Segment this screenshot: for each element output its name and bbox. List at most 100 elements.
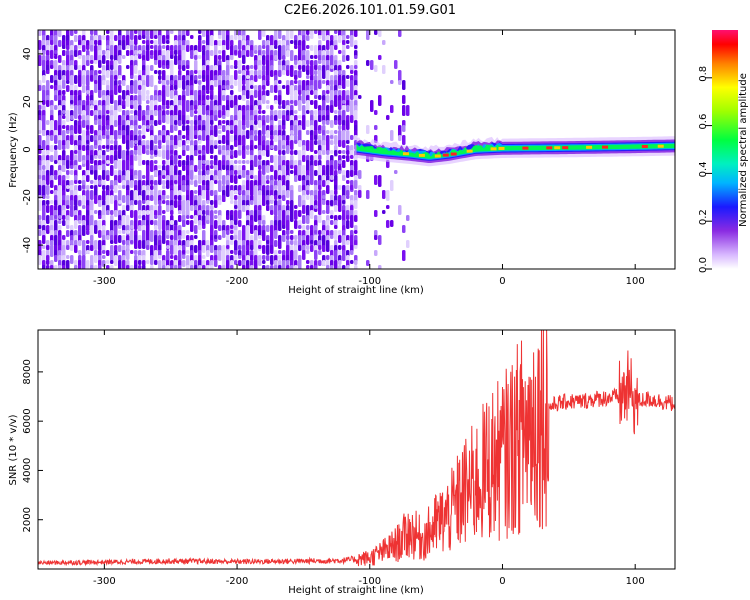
y-tick-label: 40 bbox=[22, 48, 33, 61]
spectrogram-cell bbox=[170, 220, 174, 225]
spectrogram-cell bbox=[302, 65, 306, 72]
spectrogram-cell bbox=[138, 95, 142, 105]
colorbar-label: Normalized spectral amplitude bbox=[738, 73, 749, 227]
spectrogram-cell bbox=[142, 240, 146, 249]
spectrogram-cell bbox=[270, 165, 274, 172]
spectrogram-cell bbox=[254, 130, 258, 135]
spectrogram-cell bbox=[50, 265, 54, 269]
spectrogram-cell bbox=[138, 185, 142, 190]
spectrogram-cell bbox=[158, 200, 162, 205]
spectrogram-cell bbox=[42, 250, 46, 261]
spectrogram-cell bbox=[198, 175, 202, 184]
spectrogram-cell bbox=[58, 265, 62, 269]
spectrogram-cell bbox=[62, 80, 66, 89]
spectrogram-cell bbox=[154, 215, 158, 219]
spectrogram-cell bbox=[110, 140, 114, 144]
spectrogram-cell bbox=[282, 235, 286, 242]
spectrogram-cell bbox=[262, 260, 266, 264]
spectrogram-cell bbox=[118, 100, 122, 106]
spectrogram-cell bbox=[38, 30, 42, 36]
spectrogram-cell bbox=[174, 265, 178, 269]
spectrogram-cell bbox=[74, 35, 78, 42]
spectrogram-cell bbox=[206, 190, 210, 202]
spectrogram-cell bbox=[298, 115, 302, 119]
spectrogram-cell bbox=[114, 130, 118, 140]
spectrogram-cell bbox=[90, 235, 94, 241]
spectrogram-cell bbox=[330, 135, 334, 139]
spectrogram-cell bbox=[86, 175, 90, 182]
spectrogram-cell bbox=[294, 90, 298, 102]
spectrogram-cell bbox=[70, 75, 74, 86]
spectrogram-cell bbox=[174, 50, 178, 55]
spectrogram-cell bbox=[134, 90, 138, 94]
spectrogram-cell bbox=[214, 145, 218, 149]
spectrogram-cell bbox=[334, 160, 338, 170]
spectrogram-cell bbox=[330, 105, 334, 113]
spectrogram-cell bbox=[238, 150, 242, 155]
spectrogram-cell bbox=[182, 150, 186, 156]
spectrogram-cell bbox=[154, 70, 158, 74]
spectrogram-cell bbox=[158, 255, 162, 259]
spectrogram-cell bbox=[90, 45, 94, 51]
spectrogram-cell bbox=[58, 170, 62, 176]
spectrogram-cell bbox=[90, 225, 94, 237]
spectrogram-cell bbox=[138, 50, 142, 54]
x-tick-label: -100 bbox=[358, 576, 381, 587]
spectrogram-cell bbox=[150, 115, 154, 121]
spectrogram-cell bbox=[262, 255, 266, 260]
spectrogram-cell bbox=[286, 50, 290, 57]
spectrogram-cell bbox=[98, 115, 102, 119]
spectrogram-cell bbox=[274, 230, 278, 239]
spectrogram-cell bbox=[102, 260, 106, 267]
spectrogram-cell bbox=[214, 40, 218, 46]
spectrogram-cell bbox=[290, 170, 294, 174]
spectrogram-cell bbox=[402, 95, 406, 104]
spectrogram-cell bbox=[342, 235, 346, 246]
spectrogram-cell bbox=[234, 150, 238, 158]
spectrogram-cell bbox=[114, 110, 118, 116]
spectrogram-cell bbox=[150, 40, 154, 44]
spectrogram-cell bbox=[134, 100, 138, 110]
spectrogram-cell bbox=[110, 240, 114, 244]
spectrogram-cell bbox=[386, 205, 390, 209]
spectrogram-cell bbox=[202, 165, 206, 171]
spectrogram-cell bbox=[222, 120, 226, 124]
spectrogram-cell bbox=[106, 145, 110, 149]
spectrogram-cell bbox=[106, 175, 110, 181]
spectrogram-cell bbox=[94, 265, 98, 269]
spectrogram-cell bbox=[66, 80, 70, 84]
spectrogram-cell bbox=[106, 135, 110, 139]
spectrogram-cell bbox=[342, 220, 346, 226]
spectrogram-cell bbox=[310, 135, 314, 141]
spectrogram-cell bbox=[206, 170, 210, 175]
spectrogram-cell bbox=[162, 190, 166, 196]
spectrogram-cell bbox=[202, 40, 206, 44]
spectrogram-cell bbox=[346, 35, 350, 39]
spectrogram-cell bbox=[90, 60, 94, 64]
spectrogram-cell bbox=[182, 180, 186, 185]
spectrogram-cell bbox=[254, 230, 258, 236]
spectrogram-cell bbox=[334, 185, 338, 189]
spectrogram-cell bbox=[66, 205, 70, 209]
spectrogram-cell bbox=[118, 185, 122, 189]
spectrogram-cell bbox=[314, 160, 318, 166]
spectrogram-cell bbox=[142, 45, 146, 51]
spectrogram-cell bbox=[398, 30, 402, 37]
spectrogram-cell bbox=[314, 265, 318, 269]
spectrogram-cell bbox=[254, 185, 258, 197]
spectrogram-cell bbox=[302, 40, 306, 52]
spectrogram-cell bbox=[282, 105, 286, 109]
spectrogram-cell bbox=[90, 170, 94, 174]
spectrogram-cell bbox=[242, 160, 246, 164]
spectrogram-cell bbox=[382, 40, 386, 45]
spectrogram-cell bbox=[186, 30, 190, 36]
spectrogram-cell bbox=[306, 245, 310, 250]
spectrogram-cell bbox=[82, 135, 86, 146]
spectrogram-cell bbox=[126, 245, 130, 250]
spectrogram-cell bbox=[202, 160, 206, 164]
spectrogram-cell bbox=[54, 160, 58, 164]
spectrogram-cell bbox=[90, 30, 94, 35]
spectrogram-cell bbox=[218, 175, 222, 180]
spectrogram-cell bbox=[158, 70, 162, 75]
spectrogram-cell bbox=[250, 150, 254, 156]
